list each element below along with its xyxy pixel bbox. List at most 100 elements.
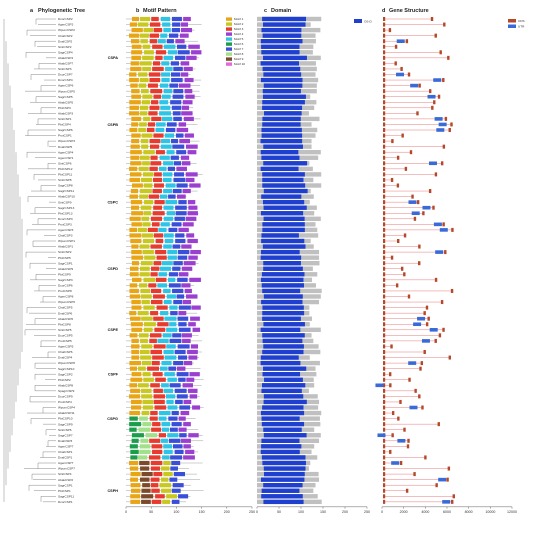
group-label: CSPA (108, 56, 119, 60)
taxon-label: AbakCSP9 (58, 267, 73, 271)
motif1-box (151, 222, 160, 227)
motif1-box (157, 322, 169, 327)
os-d-domain (261, 455, 306, 460)
utr-block (410, 83, 419, 88)
cds-exon (391, 433, 394, 438)
os-d-domain (262, 199, 305, 205)
motif2-box (171, 460, 181, 466)
motif2-box (172, 266, 181, 271)
motif6-box (182, 222, 194, 227)
gene-tick-label: 12000 (507, 510, 517, 514)
motif5-box (129, 105, 139, 110)
motif4-box (130, 449, 139, 454)
motif-legend-label: Motif 8 (234, 52, 244, 56)
cds-exon (383, 305, 386, 310)
motif2-box (173, 177, 186, 183)
os-d-domain (260, 277, 304, 283)
motif6-box (176, 166, 187, 171)
motif5-box (129, 394, 141, 399)
motif6-box (183, 422, 191, 427)
motif1-box (148, 455, 161, 460)
cds-exon (383, 183, 386, 188)
cds-exon (383, 338, 386, 343)
cds-exon (411, 194, 414, 199)
motif3-box (166, 150, 175, 155)
utr-block (417, 316, 426, 321)
motif6-box (185, 144, 198, 149)
cds-exon (383, 244, 386, 249)
utr-block (442, 500, 451, 504)
motif7-box (143, 150, 155, 155)
motif5-box (131, 116, 142, 121)
motif3-box (162, 333, 172, 338)
motif2-box (171, 410, 179, 416)
os-d-domain (261, 488, 300, 493)
motif10-box (140, 438, 149, 443)
motif7-box (141, 394, 153, 399)
os-d-domain (263, 322, 305, 327)
taxon-label: SagrCSP10 (58, 367, 75, 371)
cds-exon (442, 144, 446, 149)
utr-block (396, 39, 405, 43)
motif7-box (159, 483, 172, 488)
taxon-label: SintCSP9 (58, 200, 72, 204)
os-d-domain (261, 233, 299, 238)
cds-exon (383, 377, 386, 382)
cds-exon (383, 28, 386, 33)
motif5-box (131, 372, 142, 377)
cds-exon (383, 461, 386, 465)
domain-tick-label: 100 (298, 510, 304, 514)
motif7-box (143, 116, 151, 121)
motif7-box (137, 227, 147, 232)
motif3-box (157, 39, 166, 44)
taxon-label: PbtCSP2 (58, 378, 71, 382)
motif6-box (187, 200, 196, 205)
motif7-box (162, 499, 170, 504)
taxon-label: AgenCSP6 (58, 84, 74, 88)
motif7-box (140, 388, 152, 393)
motif4-box (129, 416, 138, 421)
cds-exon (447, 55, 450, 60)
motif-legend-swatch (226, 57, 232, 61)
motif3-box (160, 222, 170, 227)
motif6-box (183, 399, 192, 405)
utr-block (428, 161, 437, 166)
utr-block (433, 78, 442, 82)
os-d-domain (263, 266, 303, 271)
motif2-box (171, 105, 182, 110)
motif6-box (181, 111, 193, 116)
motif10-box (139, 444, 151, 449)
motif7-box (141, 216, 150, 221)
utr-block (377, 433, 386, 438)
motif3-box (163, 28, 171, 33)
motif3-box (160, 105, 171, 110)
motif3-box (161, 261, 173, 266)
motif6-box (182, 188, 191, 194)
cds-exon (428, 89, 432, 94)
taxon-label: WpumCSP7 (58, 467, 75, 471)
cds-exon (383, 394, 386, 399)
motif2-box (170, 100, 182, 105)
motif2-box (169, 383, 181, 388)
motif7-box (142, 55, 154, 60)
os-d-domain (261, 388, 302, 394)
taxon-label: PbtCSP13 (58, 211, 73, 215)
motif7-box (140, 288, 151, 294)
motif2-box (169, 477, 178, 482)
taxon-label: ChalCSP2 (58, 34, 73, 38)
motif5-box (132, 277, 142, 282)
motif1-box (153, 344, 166, 349)
taxon-label: AbakCSP8 (58, 383, 73, 387)
motif1-box (154, 183, 164, 188)
taxon-label: DcorCSP1 (58, 500, 73, 504)
os-d-domain (261, 155, 300, 160)
motif4-box (129, 427, 137, 432)
motif5-box (131, 205, 140, 210)
phylogenetic-tree (3, 18, 56, 503)
motif1-box (148, 283, 157, 288)
os-d-domain (262, 16, 307, 22)
cds-exon (383, 422, 386, 427)
motif6-box (189, 372, 200, 377)
cds-exon (434, 338, 437, 343)
motif7-box (141, 410, 150, 416)
